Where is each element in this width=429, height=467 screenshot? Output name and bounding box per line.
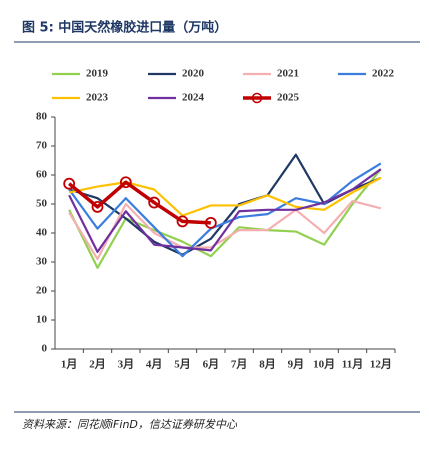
series-marker [63, 177, 76, 190]
x-tick-label: 12月 [370, 358, 392, 371]
legend-label: 2023 [86, 92, 109, 104]
x-tick-label: 1月 [61, 358, 78, 371]
legend-label: 2021 [277, 68, 299, 80]
y-tick-label: 80 [36, 111, 48, 123]
x-tick-label: 2月 [89, 358, 106, 371]
y-tick-label: 50 [36, 198, 48, 210]
chart-title: 图 5: 中国天然橡胶进口量（万吨） [22, 20, 227, 36]
x-tick-label: 11月 [342, 358, 363, 371]
y-tick-label: 40 [36, 227, 48, 239]
series-line [68, 200, 382, 261]
x-tick-label: 10月 [313, 358, 335, 371]
y-tick-label: 0 [42, 343, 48, 355]
series-marker [119, 176, 132, 189]
x-tick-label: 7月 [231, 358, 248, 371]
y-tick-label: 10 [36, 314, 48, 326]
y-tick-label: 60 [36, 169, 48, 181]
series-marker [148, 196, 161, 209]
legend-marker [251, 92, 263, 104]
x-tick-label: 3月 [118, 358, 135, 371]
x-tick-label: 6月 [203, 358, 220, 371]
source-note: 资料来源：同花顺iFinD，信达证券研发中心 [22, 418, 238, 431]
series-line [68, 168, 382, 253]
series-line [68, 168, 382, 269]
legend-label: 2019 [86, 68, 109, 80]
x-tick-label: 5月 [174, 358, 191, 371]
series-marker [176, 215, 189, 228]
legend-label: 2020 [182, 68, 205, 80]
x-tick-label: 4月 [146, 358, 163, 371]
y-tick-label: 70 [36, 140, 48, 152]
series-marker [204, 216, 217, 229]
legend-label: 2024 [182, 92, 205, 104]
series-marker [91, 200, 104, 213]
legend-label: 2022 [372, 68, 395, 80]
x-tick-label: 8月 [259, 358, 276, 371]
y-tick-label: 30 [36, 256, 48, 268]
x-tick-label: 9月 [288, 358, 305, 371]
legend-label: 2025 [277, 92, 300, 104]
y-tick-label: 20 [36, 285, 48, 297]
